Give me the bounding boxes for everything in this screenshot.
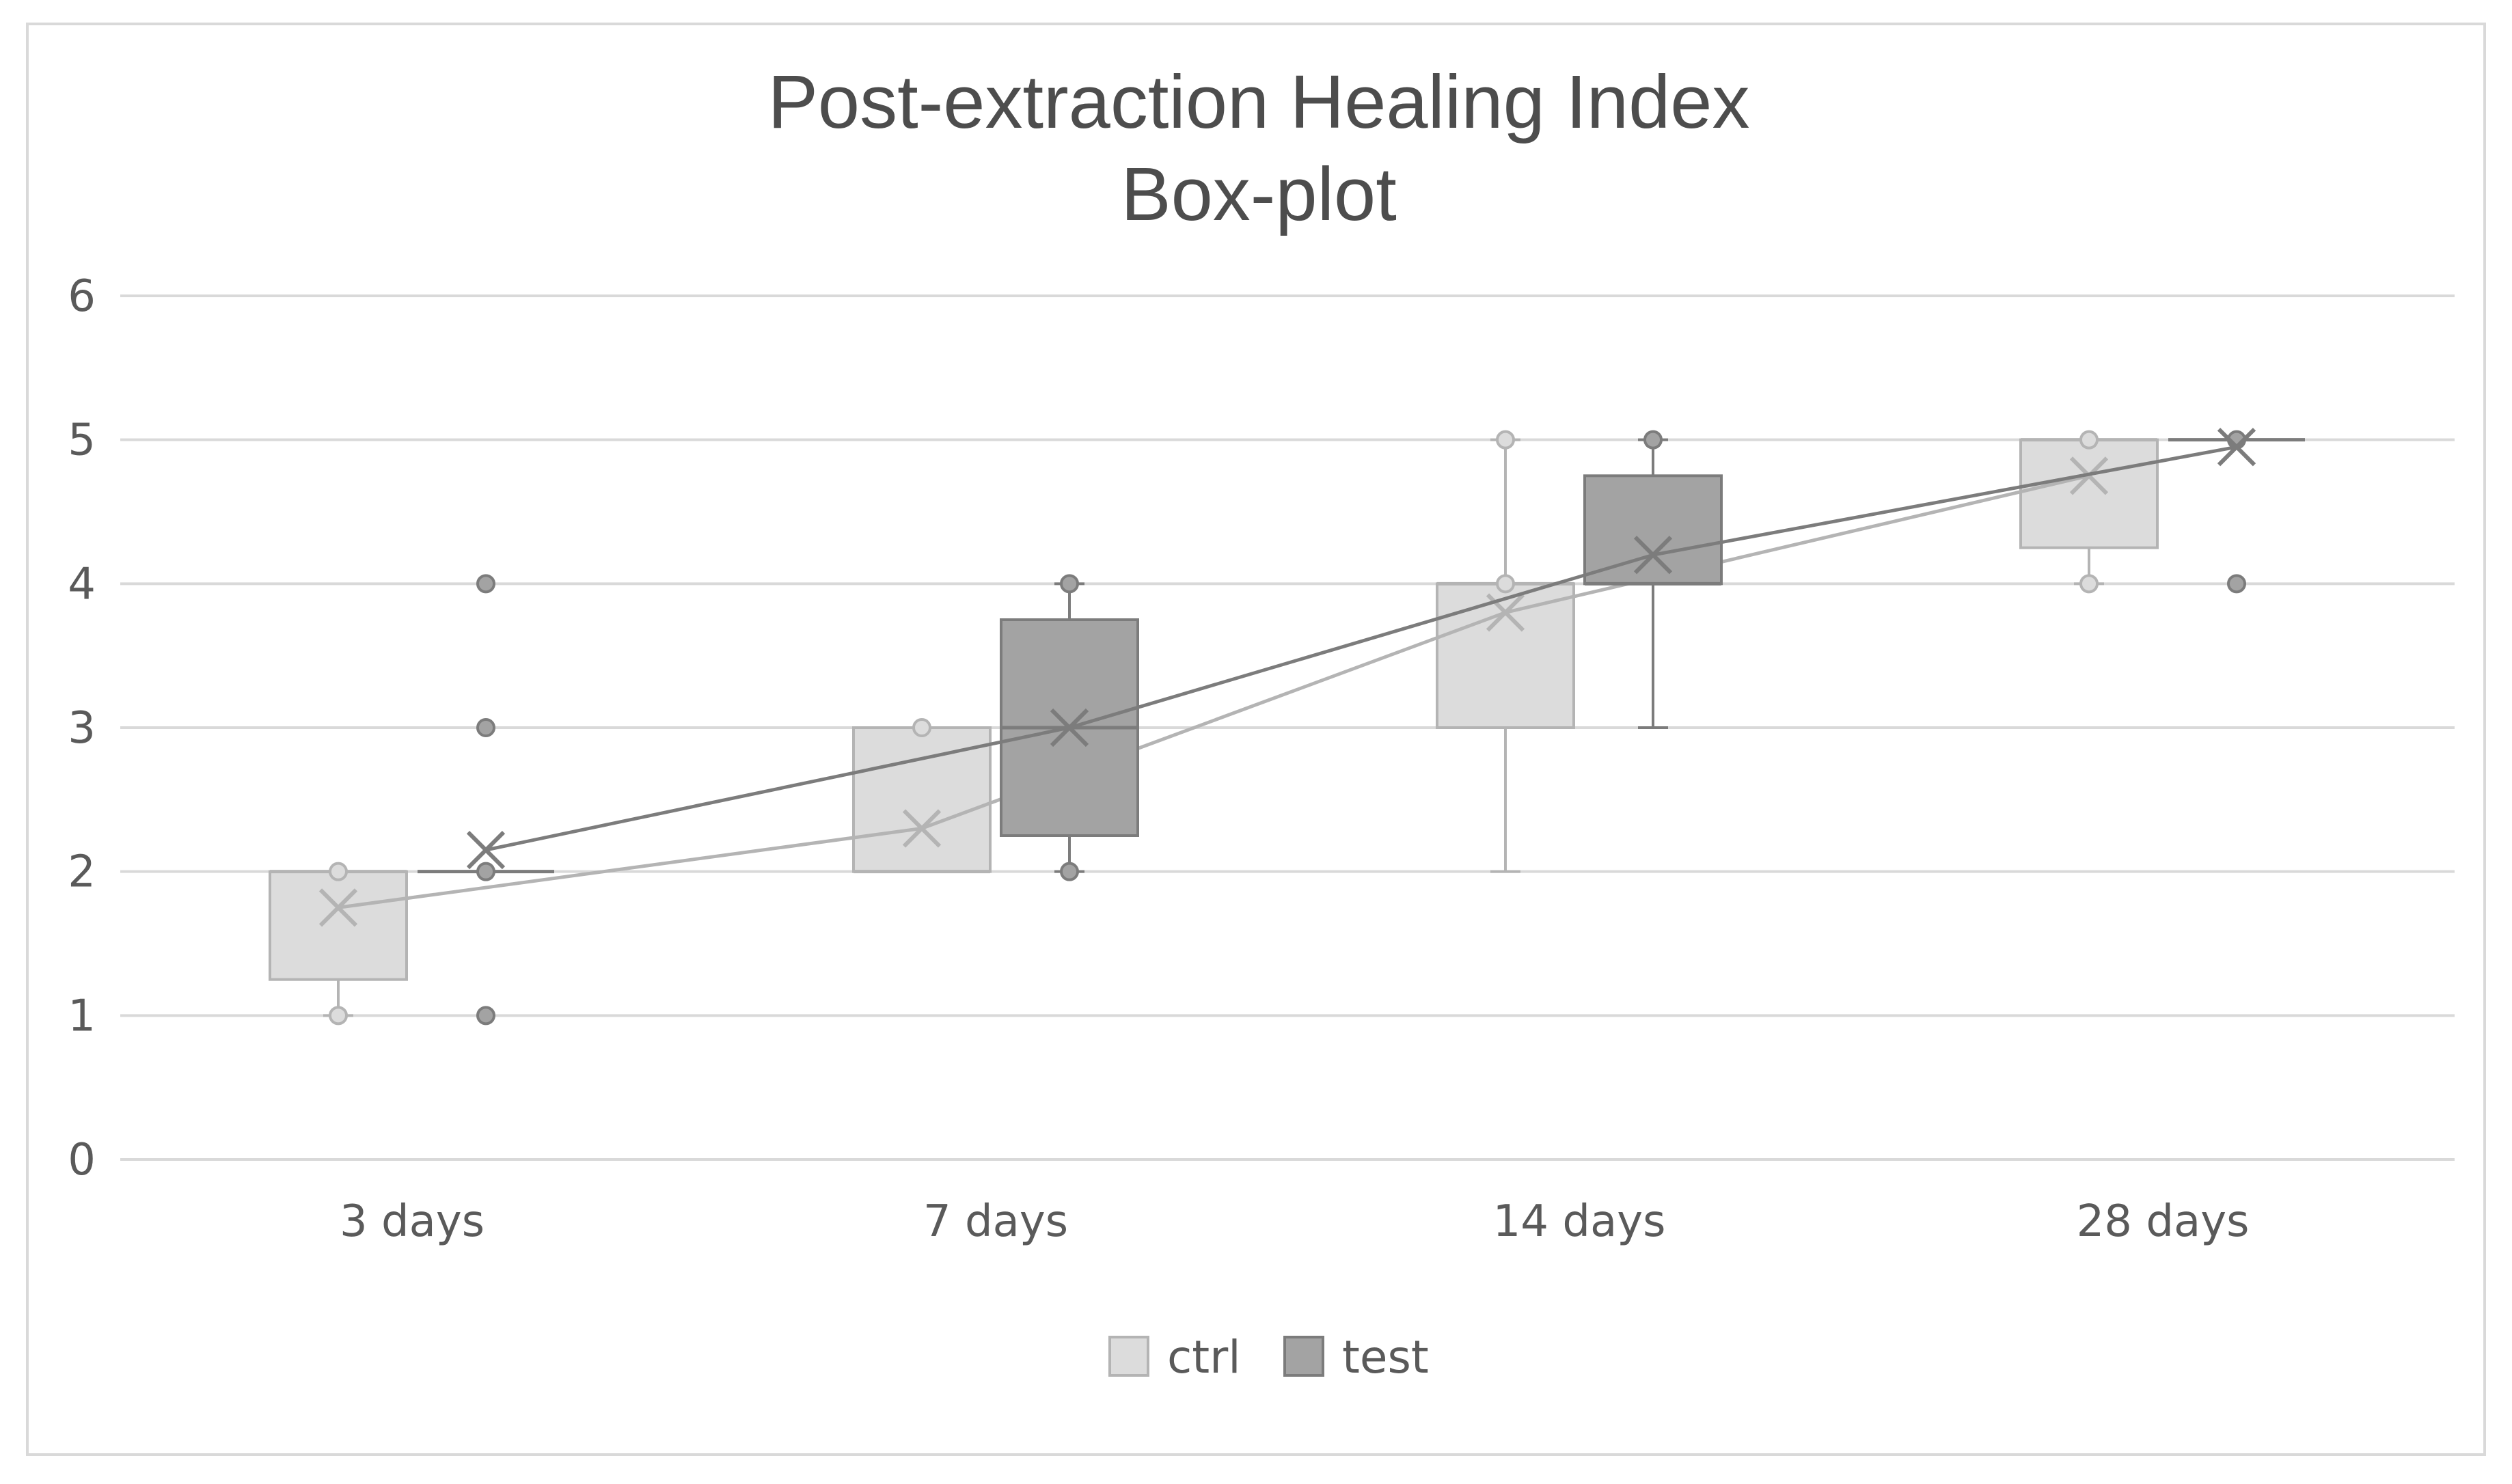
- outlier-point: [1060, 574, 1079, 594]
- chart-title-line-2: Box-plot: [1121, 152, 1397, 236]
- outlier-point: [1060, 862, 1079, 881]
- x-tick-28-days: 28 days: [2077, 1196, 2250, 1247]
- iqr-box: [2019, 438, 2159, 549]
- mean-x-stroke-b: [466, 830, 506, 870]
- mean-x-stroke-b: [2217, 428, 2256, 467]
- outlier-point: [476, 1006, 495, 1026]
- legend-item-ctrl: ctrl: [1108, 1331, 1241, 1384]
- chart-frame: Post-extraction Healing Index Box-plot 0 1…: [26, 23, 2486, 1456]
- test-mean-marker-14-days: [1633, 536, 1673, 575]
- test-box-3-days: [418, 574, 554, 1026]
- iqr-box: [852, 726, 992, 873]
- mean-x-stroke-b: [902, 809, 942, 848]
- outlier-point: [1496, 430, 1515, 450]
- ctrl-box-14-days: [1436, 430, 1575, 873]
- y-tick-6: 6: [68, 271, 96, 322]
- outlier-point: [2079, 430, 2099, 450]
- outlier-point: [476, 574, 495, 594]
- legend-swatch-ctrl: [1108, 1336, 1149, 1377]
- mean-x-stroke-b: [1486, 593, 1525, 632]
- mean-x-stroke-b: [1633, 536, 1673, 575]
- ctrl-mean-line: [338, 473, 2090, 909]
- y-tick-5: 5: [68, 415, 96, 466]
- ctrl-box-28-days: [2019, 430, 2159, 594]
- test-mean-marker-3-days: [466, 830, 506, 870]
- legend-label-ctrl: ctrl: [1167, 1331, 1241, 1384]
- outlier-point: [2079, 574, 2099, 594]
- outlier-point: [1496, 574, 1515, 594]
- outlier-point: [2227, 574, 2246, 594]
- x-tick-7-days: 7 days: [923, 1196, 1068, 1247]
- x-axis-ticks: 3 days 7 days 14 days 28 days: [340, 1196, 2249, 1247]
- legend: ctrl test: [1108, 1331, 1429, 1384]
- ctrl-box-3-days: [269, 862, 408, 1026]
- test-mean-line: [485, 445, 2237, 852]
- outlier-point: [329, 1006, 348, 1026]
- test-mean-marker-7-days: [1050, 708, 1089, 747]
- iqr-box: [1436, 582, 1575, 729]
- outlier-point: [476, 862, 495, 881]
- legend-label-test: test: [1342, 1331, 1429, 1384]
- y-tick-1: 1: [68, 991, 96, 1041]
- gridlines: [120, 294, 2455, 1161]
- mean-x-stroke-b: [318, 888, 358, 927]
- test-box-28-days: [2168, 430, 2305, 594]
- x-tick-14-days: 14 days: [1493, 1196, 1666, 1247]
- series-test: [418, 428, 2305, 1026]
- outlier-point: [476, 718, 495, 737]
- chart-title-line-1: Post-extraction Healing Index: [768, 60, 1750, 144]
- iqr-box: [269, 870, 408, 981]
- y-tick-0: 0: [68, 1135, 96, 1185]
- series-ctrl: [269, 430, 2159, 1026]
- x-tick-3-days: 3 days: [340, 1196, 484, 1247]
- ctrl-box-7-days: [852, 718, 992, 874]
- test-mean-marker-28-days: [2217, 428, 2256, 467]
- test-box-14-days: [1583, 430, 1723, 729]
- y-tick-3: 3: [68, 703, 96, 754]
- legend-swatch-test: [1283, 1336, 1324, 1377]
- y-axis-ticks: 0 1 2 3 4 5 6: [68, 271, 96, 1185]
- y-tick-4: 4: [68, 559, 96, 609]
- outlier-point: [329, 862, 348, 881]
- y-tick-2: 2: [68, 847, 96, 898]
- legend-item-test: test: [1283, 1331, 1429, 1384]
- ctrl-mean-marker-7-days: [902, 809, 942, 848]
- ctrl-mean-marker-3-days: [318, 888, 358, 927]
- series-marks: [269, 428, 2305, 1026]
- outlier-point: [912, 718, 931, 737]
- mean-x-stroke-b: [1050, 708, 1089, 747]
- outlier-point: [1643, 430, 1663, 450]
